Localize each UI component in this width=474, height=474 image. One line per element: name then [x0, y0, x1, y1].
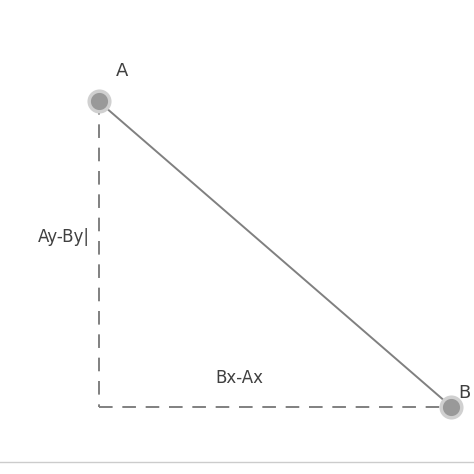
Text: Bx-Ax: Bx-Ax — [216, 369, 264, 387]
Text: B: B — [458, 384, 470, 402]
Text: Ay-By|: Ay-By| — [38, 228, 90, 246]
Text: A: A — [116, 62, 128, 80]
Point — [447, 403, 455, 410]
Point — [95, 98, 102, 105]
